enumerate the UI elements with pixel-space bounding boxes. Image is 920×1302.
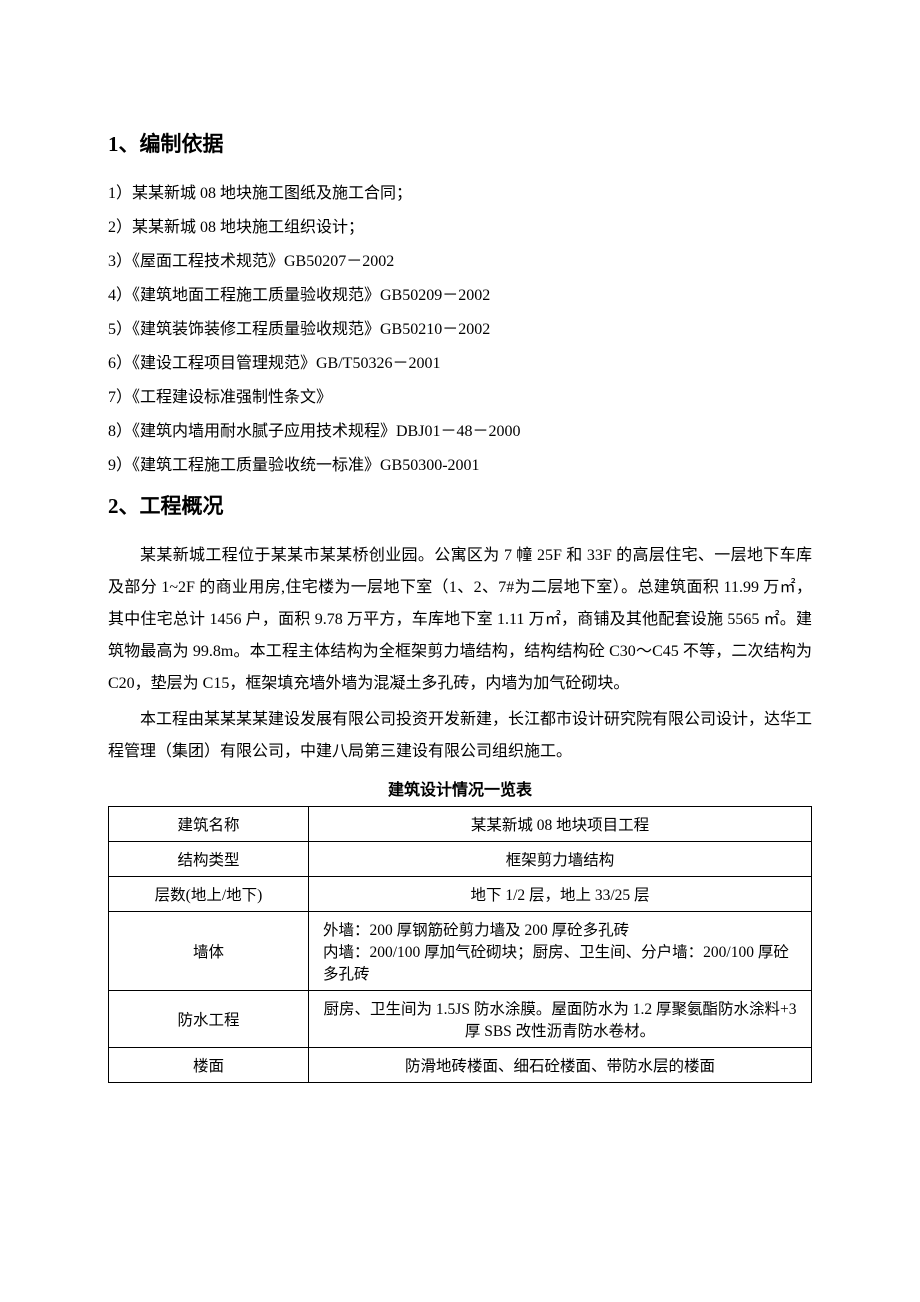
cell-label: 防水工程 — [109, 991, 309, 1048]
section-2-para2: 本工程由某某某某建设发展有限公司投资开发新建，长江都市设计研究院有限公司设计，达… — [108, 704, 812, 768]
section-2-para1: 某某新城工程位于某某市某某桥创业园。公寓区为 7 幢 25F 和 33F 的高层… — [108, 540, 812, 700]
table-row: 墙体 外墙：200 厚钢筋砼剪力墙及 200 厚砼多孔砖内墙：200/100 厚… — [109, 912, 812, 991]
list-item: 8）《建筑内墙用耐水腻子应用技术规程》DBJ01－48－2000 — [108, 416, 812, 448]
list-item: 4）《建筑地面工程施工质量验收规范》GB50209－2002 — [108, 280, 812, 312]
section-2-heading: 2、工程概况 — [108, 490, 812, 520]
cell-label: 层数(地上/地下) — [109, 877, 309, 912]
cell-value: 厨房、卫生间为 1.5JS 防水涂膜。屋面防水为 1.2 厚聚氨酯防水涂料+3 … — [309, 991, 812, 1048]
list-item: 2）某某新城 08 地块施工组织设计； — [108, 212, 812, 244]
table-row: 层数(地上/地下) 地下 1/2 层，地上 33/25 层 — [109, 877, 812, 912]
section-1-list: 1）某某新城 08 地块施工图纸及施工合同； 2）某某新城 08 地块施工组织设… — [108, 178, 812, 482]
design-summary-table: 建筑名称 某某新城 08 地块项目工程 结构类型 框架剪力墙结构 层数(地上/地… — [108, 806, 812, 1083]
list-item: 9）《建筑工程施工质量验收统一标准》GB50300-2001 — [108, 450, 812, 482]
table-row: 防水工程 厨房、卫生间为 1.5JS 防水涂膜。屋面防水为 1.2 厚聚氨酯防水… — [109, 991, 812, 1048]
list-item: 3）《屋面工程技术规范》GB50207－2002 — [108, 246, 812, 278]
cell-label: 结构类型 — [109, 842, 309, 877]
cell-value: 外墙：200 厚钢筋砼剪力墙及 200 厚砼多孔砖内墙：200/100 厚加气砼… — [309, 912, 812, 991]
list-item: 5）《建筑装饰装修工程质量验收规范》GB50210－2002 — [108, 314, 812, 346]
cell-label: 建筑名称 — [109, 807, 309, 842]
table-title: 建筑设计情况一览表 — [108, 776, 812, 800]
table-row: 结构类型 框架剪力墙结构 — [109, 842, 812, 877]
list-item: 1）某某新城 08 地块施工图纸及施工合同； — [108, 178, 812, 210]
cell-value: 框架剪力墙结构 — [309, 842, 812, 877]
list-item: 6）《建设工程项目管理规范》GB/T50326－2001 — [108, 348, 812, 380]
table-row: 建筑名称 某某新城 08 地块项目工程 — [109, 807, 812, 842]
cell-label: 墙体 — [109, 912, 309, 991]
table-row: 楼面 防滑地砖楼面、细石砼楼面、带防水层的楼面 — [109, 1048, 812, 1083]
cell-value: 防滑地砖楼面、细石砼楼面、带防水层的楼面 — [309, 1048, 812, 1083]
cell-label: 楼面 — [109, 1048, 309, 1083]
list-item: 7）《工程建设标准强制性条文》 — [108, 382, 812, 414]
cell-value: 地下 1/2 层，地上 33/25 层 — [309, 877, 812, 912]
cell-value: 某某新城 08 地块项目工程 — [309, 807, 812, 842]
section-1-heading: 1、编制依据 — [108, 128, 812, 158]
